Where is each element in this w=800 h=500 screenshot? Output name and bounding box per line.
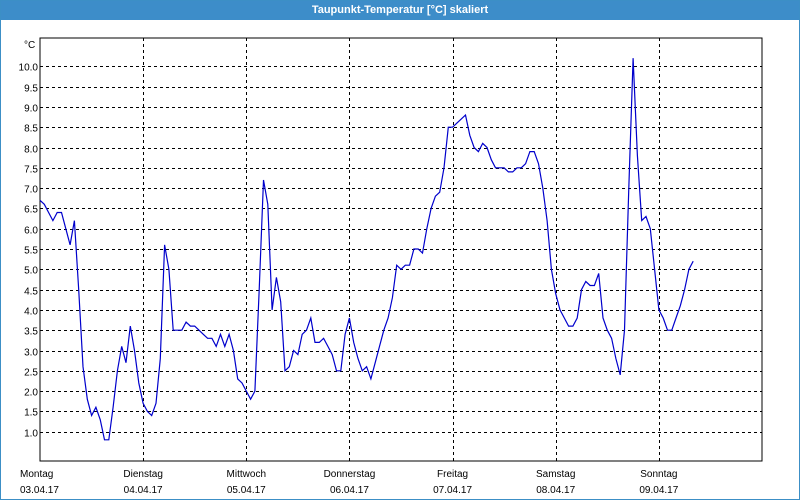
y-tick-label: 8.5 xyxy=(24,124,38,135)
y-tick-label: 2.0 xyxy=(24,388,38,399)
y-tick-label: 3.0 xyxy=(24,348,38,359)
y-tick-label: 4.5 xyxy=(24,287,38,298)
x-date-label: 03.04.17 xyxy=(20,485,59,496)
x-date-label: 08.04.17 xyxy=(536,485,575,496)
y-tick-label: 5.0 xyxy=(24,266,38,277)
y-tick-label: 1.5 xyxy=(24,408,38,419)
x-date-label: 06.04.17 xyxy=(330,485,369,496)
y-tick-label: 8.0 xyxy=(24,145,38,156)
x-date-label: 07.04.17 xyxy=(433,485,472,496)
y-unit-label: °C xyxy=(24,40,35,51)
y-tick-label: 6.5 xyxy=(24,205,38,216)
x-day-label: Montag xyxy=(20,469,53,480)
window-title: Taupunkt-Temperatur [°C] skaliert xyxy=(1,1,799,20)
y-tick-label: 9.0 xyxy=(24,104,38,115)
y-tick-label: 5.5 xyxy=(24,246,38,257)
y-tick-label: 9.5 xyxy=(24,84,38,95)
y-tick-label: 1.0 xyxy=(24,429,38,440)
y-tick-label: 2.5 xyxy=(24,368,38,379)
y-tick-label: 7.0 xyxy=(24,185,38,196)
y-tick-label: 7.5 xyxy=(24,165,38,176)
x-date-label: 04.04.17 xyxy=(124,485,163,496)
y-tick-label: 4.0 xyxy=(24,307,38,318)
x-day-label: Freitag xyxy=(437,469,468,480)
x-day-label: Donnerstag xyxy=(324,469,376,480)
x-date-label: 09.04.17 xyxy=(639,485,678,496)
x-day-label: Sonntag xyxy=(640,469,677,480)
y-tick-label: 10.0 xyxy=(19,63,39,74)
x-date-label: 05.04.17 xyxy=(227,485,266,496)
dew-point-series-line xyxy=(39,58,694,441)
y-tick-label: 3.5 xyxy=(24,327,38,338)
y-tick-label: 6.0 xyxy=(24,226,38,237)
x-day-label: Samstag xyxy=(536,469,575,480)
x-day-label: Mittwoch xyxy=(227,469,266,480)
x-day-label: Dienstag xyxy=(123,469,162,480)
